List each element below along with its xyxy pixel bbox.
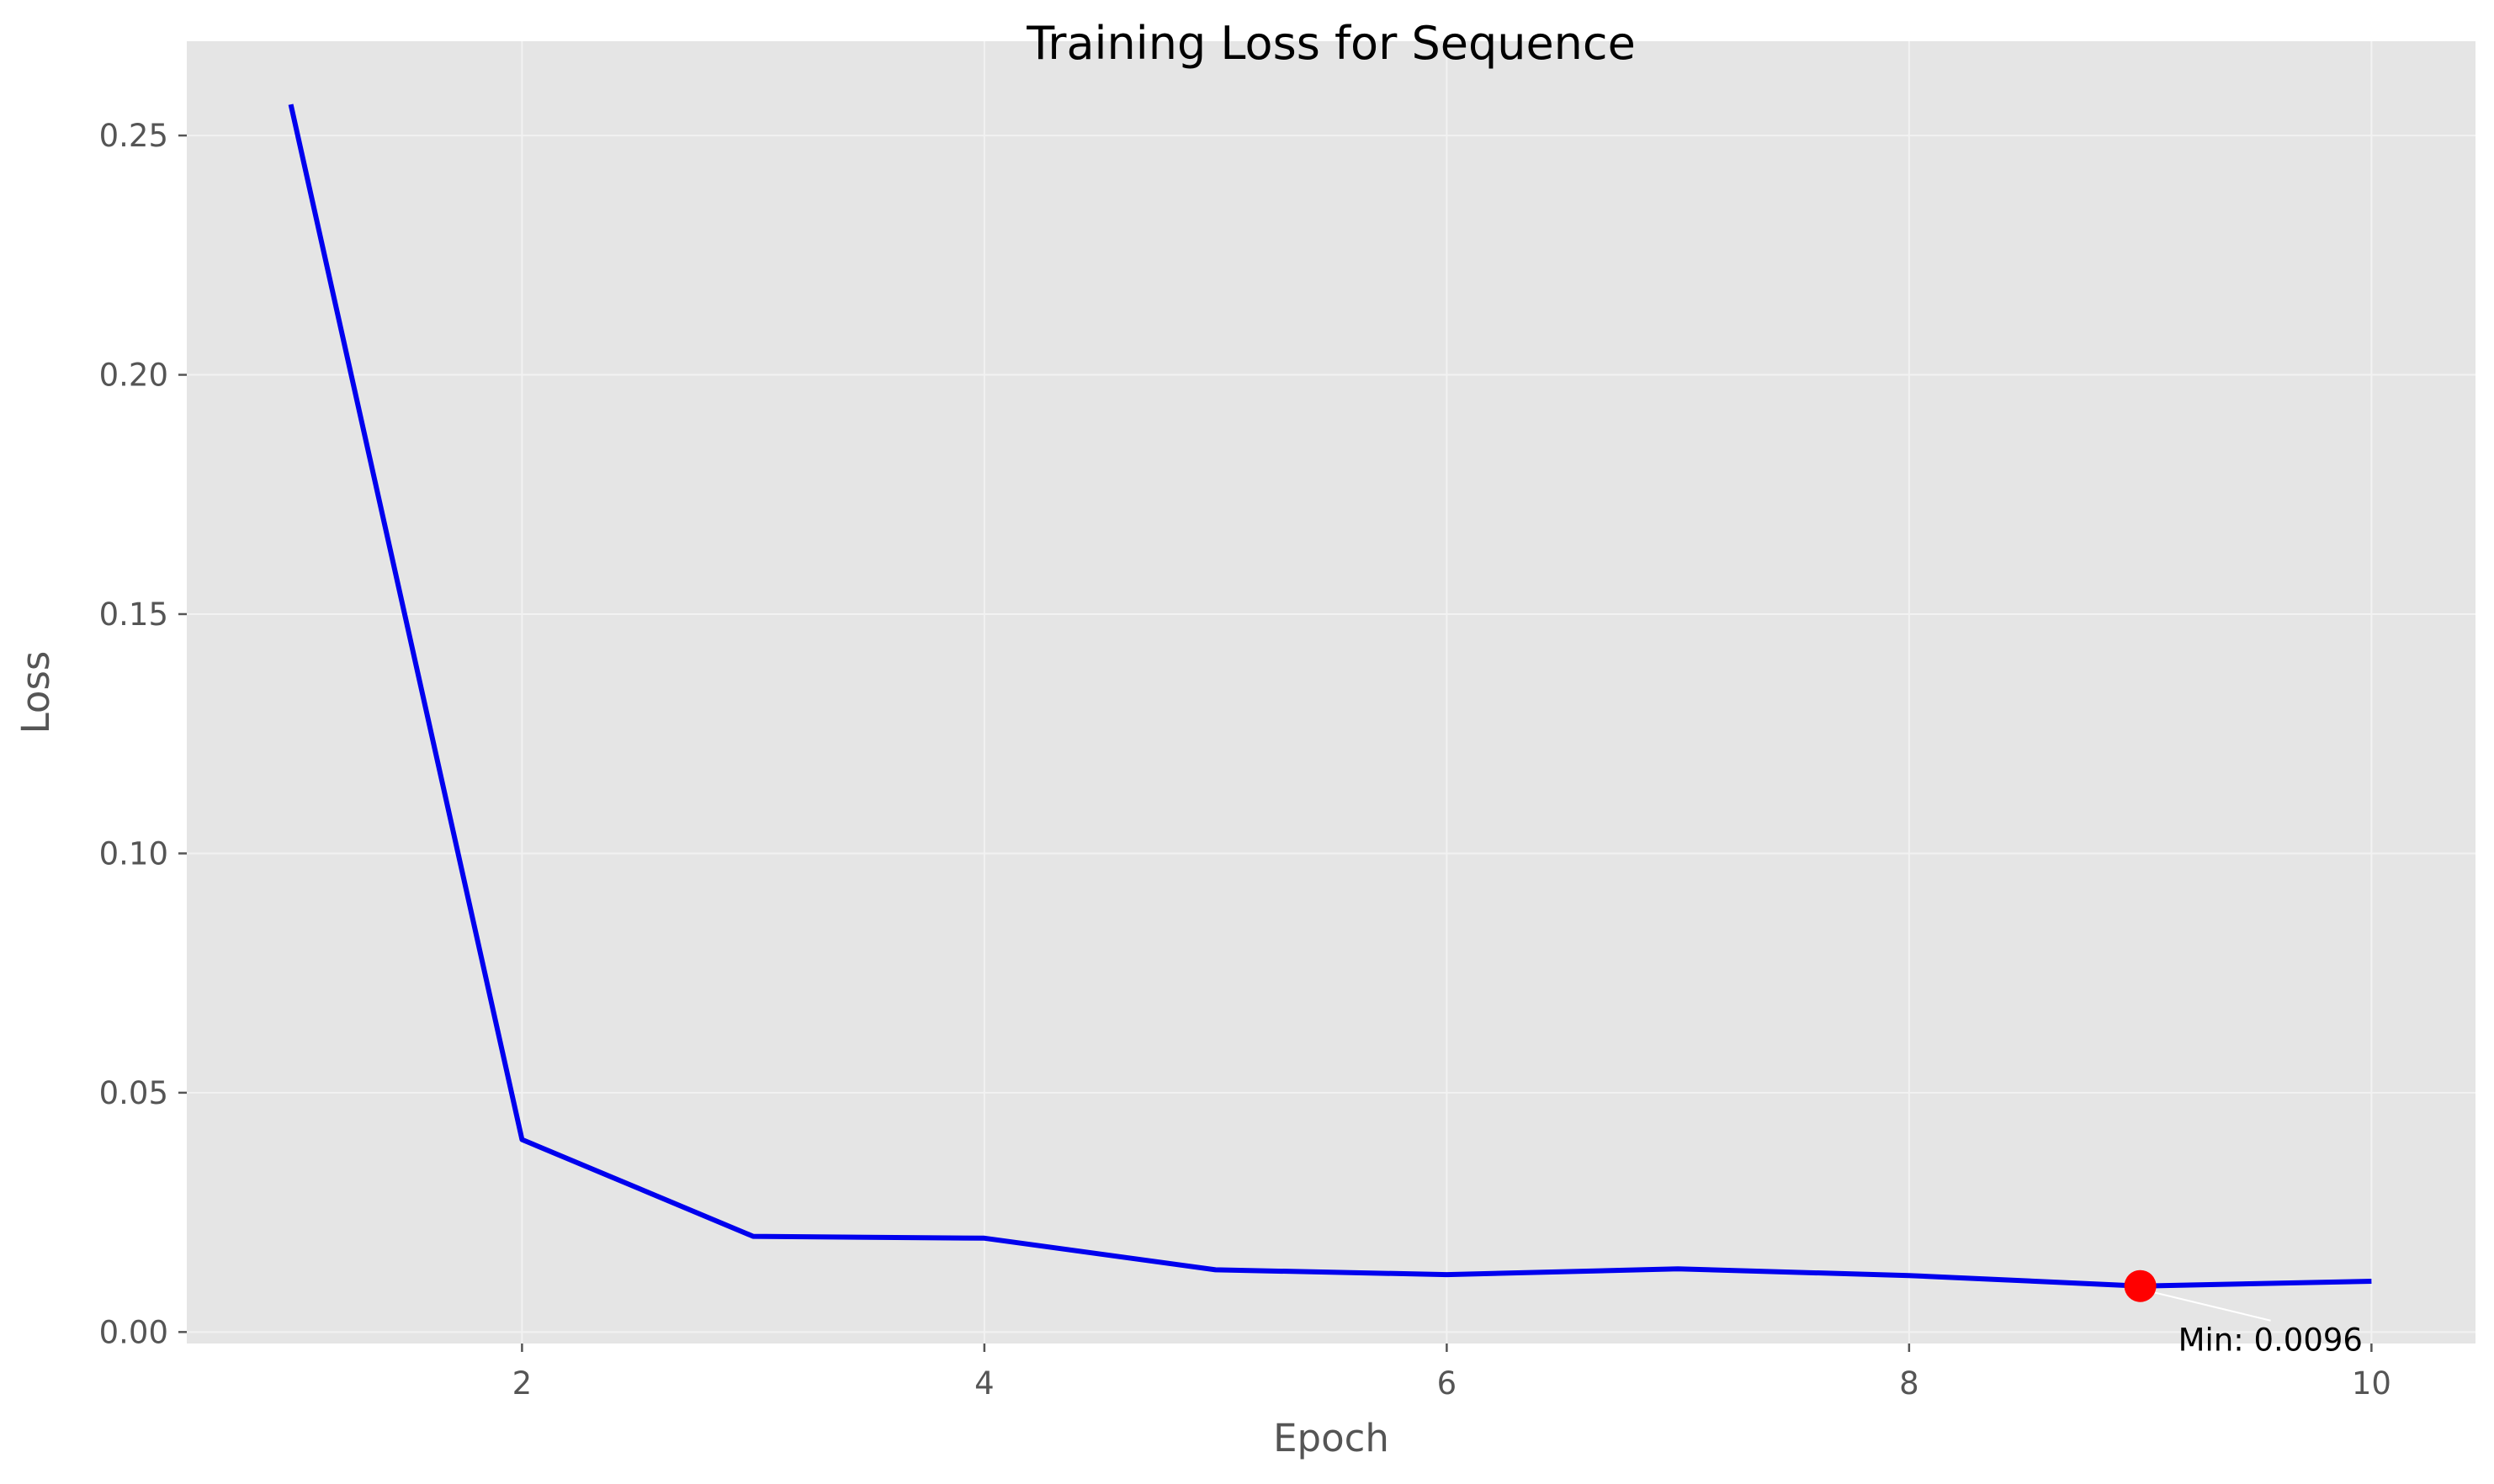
y-axis-label: Loss <box>13 651 58 734</box>
series-layer <box>288 103 2372 1289</box>
y-tick-label: 0.00 <box>99 1314 168 1350</box>
x-tick-label: 10 <box>2352 1365 2391 1402</box>
x-axis-label: Epoch <box>1273 1416 1389 1460</box>
x-tick-label: 2 <box>512 1365 533 1402</box>
x-tick-label: 4 <box>974 1365 995 1402</box>
grid-lines <box>187 41 2475 1344</box>
annotation-connector <box>2148 1290 2271 1322</box>
loss-series-line <box>288 103 2372 1289</box>
x-tick-label: 8 <box>1899 1365 1919 1402</box>
plot-area <box>187 41 2475 1344</box>
x-axis-ticks: 2 4 6 8 10 <box>512 1344 2391 1402</box>
annotation-layer: Min: 0.0096 <box>2124 1269 2363 1359</box>
y-axis-ticks: 0.00 0.05 0.10 0.15 0.20 0.25 <box>99 118 187 1350</box>
y-tick-label: 0.15 <box>99 596 168 633</box>
x-tick-label: 6 <box>1437 1365 1457 1402</box>
y-tick-label: 0.05 <box>99 1075 168 1111</box>
min-loss-annotation: Min: 0.0096 <box>2178 1322 2363 1359</box>
chart-title: Training Loss for Sequence <box>1026 17 1636 70</box>
y-tick-label: 0.25 <box>99 118 168 154</box>
min-loss-marker <box>2124 1269 2157 1302</box>
y-tick-label: 0.10 <box>99 835 168 872</box>
y-tick-label: 0.20 <box>99 358 168 394</box>
